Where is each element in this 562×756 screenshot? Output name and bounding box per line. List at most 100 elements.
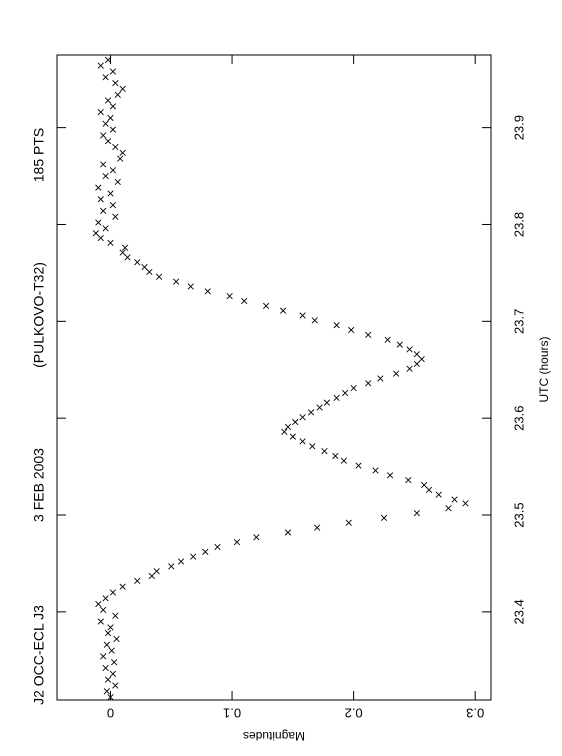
x-tick-label: 23.4 — [511, 599, 526, 624]
data-point — [114, 91, 121, 98]
data-point — [100, 207, 107, 215]
data-point — [451, 496, 458, 503]
data-point — [109, 126, 117, 133]
data-point — [104, 676, 112, 683]
data-point — [405, 477, 412, 484]
data-point — [146, 268, 153, 276]
plot-frame — [56, 54, 492, 701]
chart-title: 185 PTS — [31, 128, 47, 182]
data-point — [103, 688, 110, 695]
y-axis-label: Magnitudes — [243, 729, 305, 743]
data-point — [95, 601, 102, 608]
data-point — [241, 297, 248, 305]
data-point — [109, 68, 117, 75]
data-point — [372, 467, 379, 474]
data-point — [100, 161, 107, 168]
data-point — [279, 307, 287, 314]
data-point — [100, 132, 107, 139]
data-point — [316, 404, 323, 411]
data-point — [119, 583, 126, 590]
data-point — [323, 399, 331, 406]
data-point — [396, 341, 403, 348]
data-point — [92, 230, 100, 237]
data-point — [348, 326, 355, 334]
data-point — [104, 630, 112, 637]
data-point — [384, 336, 391, 343]
data-point — [365, 380, 372, 387]
data-point — [377, 375, 384, 382]
chart-title: (PULKOVO-T32) — [31, 262, 47, 368]
data-point — [107, 190, 114, 197]
data-point — [406, 365, 413, 372]
data-point — [107, 624, 114, 631]
data-point — [104, 97, 112, 104]
data-point — [355, 462, 362, 469]
y-tick-label: 0 — [107, 706, 114, 721]
data-point — [307, 409, 315, 416]
y-tick-label: 0.3 — [466, 706, 484, 721]
data-point — [109, 670, 117, 677]
data-point — [365, 331, 372, 339]
data-point — [425, 486, 433, 493]
data-point — [124, 254, 131, 261]
data-point — [109, 589, 117, 596]
data-point — [281, 428, 288, 435]
data-point — [102, 664, 109, 672]
x-tick-label: 23.8 — [511, 212, 526, 237]
data-point — [314, 524, 321, 531]
data-point — [103, 641, 110, 648]
data-point — [117, 155, 124, 162]
data-point — [345, 519, 352, 526]
data-point — [112, 612, 119, 619]
data-point — [173, 278, 180, 285]
chart-title: J2 OCC-ECL J3 — [31, 605, 47, 705]
plot-group: J2 OCC-ECL J3 3 FEB 2003 (PULKOVO-T32) 185 … — [31, 54, 551, 743]
data-point — [299, 312, 306, 319]
data-point — [413, 351, 420, 358]
data-point — [119, 149, 126, 156]
x-tick-label: 23.6 — [511, 406, 526, 431]
data-point — [104, 56, 112, 63]
data-point — [299, 438, 306, 445]
data-point — [462, 500, 469, 507]
data-point — [107, 693, 114, 701]
data-point — [95, 219, 102, 226]
data-point — [445, 505, 452, 512]
data-point — [102, 120, 109, 127]
data-point — [112, 79, 119, 87]
data-point — [97, 618, 104, 625]
data-point — [97, 196, 104, 203]
data-point — [119, 249, 126, 256]
data-point — [204, 288, 211, 295]
data-point — [109, 167, 117, 174]
data-point — [421, 481, 428, 489]
data-point — [413, 509, 420, 517]
data-point — [299, 414, 306, 421]
data-point — [102, 595, 109, 602]
chart-title: 3 FEB 2003 — [31, 448, 47, 522]
x-tick-label: 23.9 — [511, 115, 526, 140]
data-point — [112, 213, 119, 220]
data-point — [148, 572, 155, 580]
data-point — [113, 635, 120, 643]
data-point — [284, 529, 292, 536]
y-tick-label: 0.1 — [223, 706, 241, 721]
data-point — [97, 62, 104, 69]
data-point — [111, 659, 118, 666]
data-point — [134, 577, 141, 584]
data-point — [114, 178, 121, 185]
data-point — [104, 138, 112, 145]
x-tick-label: 23.7 — [511, 309, 526, 334]
data-point — [202, 548, 209, 555]
data-point — [321, 447, 328, 455]
data-point — [112, 143, 119, 151]
data-point — [107, 114, 114, 122]
data-point — [97, 109, 104, 116]
data-point — [107, 239, 114, 247]
data-point — [292, 418, 299, 426]
data-point — [109, 103, 117, 110]
data-point — [406, 346, 413, 353]
data-point — [141, 263, 148, 271]
data-point — [168, 563, 175, 570]
